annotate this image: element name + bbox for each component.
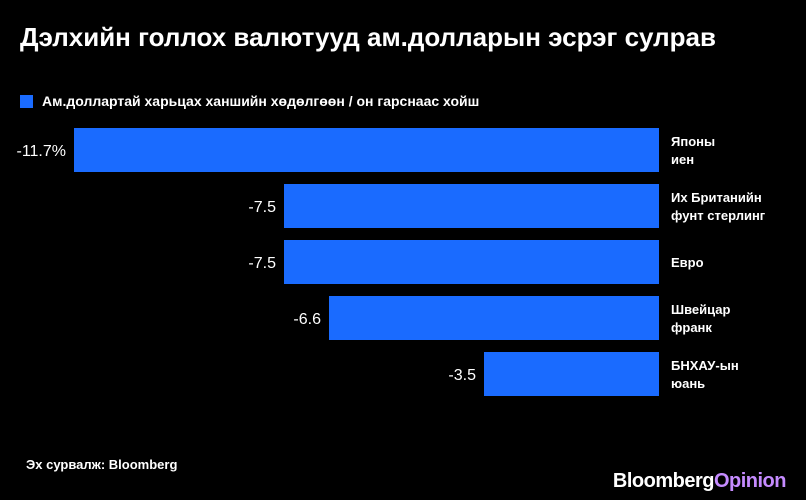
bloomberg-opinion-logo: BloombergOpinion <box>612 470 787 493</box>
logo-bloomberg: Bloomberg <box>612 470 715 492</box>
bar <box>484 352 659 396</box>
category-label: Швейцар <box>671 302 730 317</box>
bar <box>284 184 659 228</box>
category-label: Японы <box>671 134 715 149</box>
value-label: -3.5 <box>448 367 476 384</box>
value-label: -11.7% <box>16 143 66 160</box>
category-label: юань <box>671 376 705 391</box>
value-label: -7.5 <box>248 255 276 272</box>
source-note: Эх сурвалж: Bloomberg <box>26 457 178 472</box>
legend-label: Ам.доллартай харьцах ханшийн хөдөлгөөн /… <box>42 93 480 109</box>
category-label: иен <box>671 152 694 167</box>
category-label: Их Британийн <box>671 190 762 205</box>
category-label: фунт стерлинг <box>671 208 766 223</box>
category-label: БНХАУ-ын <box>671 358 739 373</box>
legend: Ам.доллартай харьцах ханшийн хөдөлгөөн /… <box>20 93 479 109</box>
legend-swatch <box>20 94 33 108</box>
bar <box>74 128 659 172</box>
bar <box>329 296 659 340</box>
bar <box>284 240 659 284</box>
value-label: -6.6 <box>293 311 321 328</box>
chart-title: Дэлхийн голлох валютууд ам.долларын эсрэ… <box>20 22 716 52</box>
category-label: франк <box>671 320 712 335</box>
category-label: Евро <box>671 255 704 270</box>
value-label: -7.5 <box>248 199 276 216</box>
logo-opinion: Opinion <box>713 470 787 492</box>
